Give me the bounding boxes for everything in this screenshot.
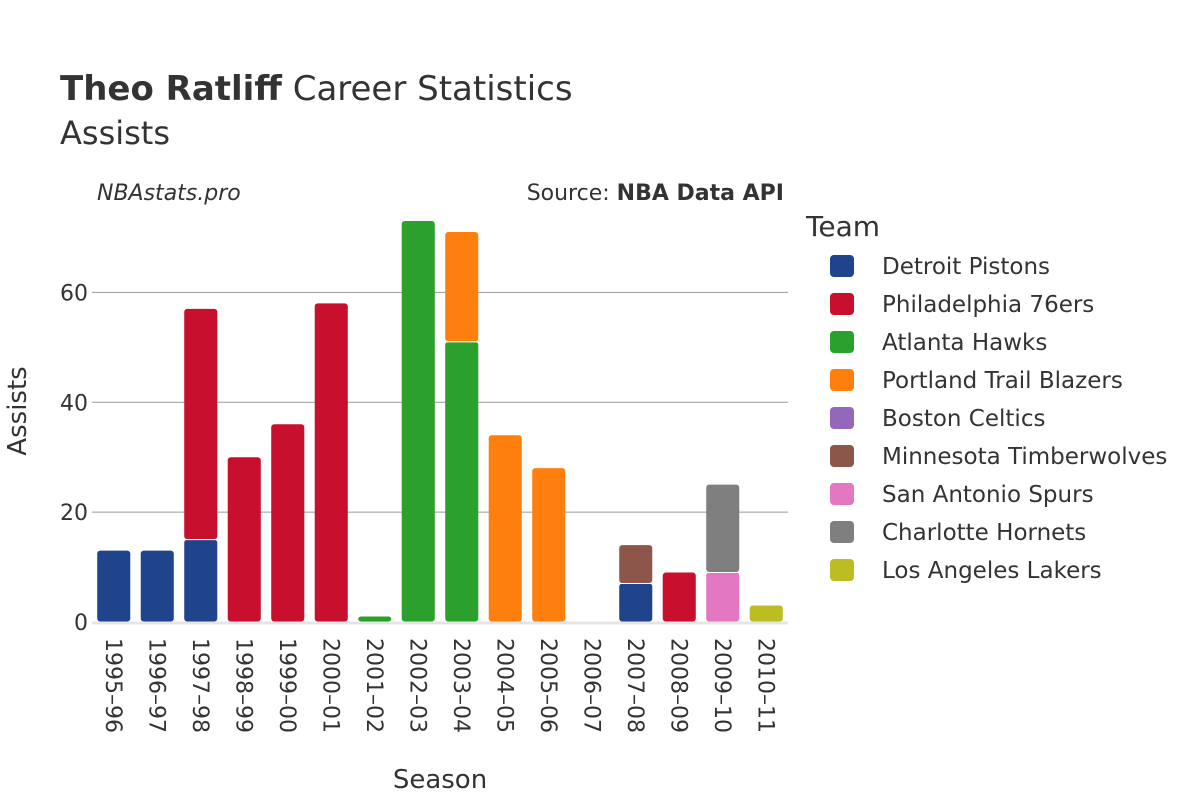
bar-segment (706, 572, 740, 622)
chart-title: Theo Ratliff Career Statistics (60, 69, 573, 109)
bar-segment (401, 220, 435, 622)
chart-title-rest: Career Statistics (282, 69, 573, 109)
legend-swatch (830, 293, 854, 315)
legend-label: San Antonio Spurs (882, 482, 1094, 508)
bar-segment (445, 231, 479, 342)
legend-swatch (830, 331, 854, 353)
bar-segment (662, 572, 696, 622)
bar-segment (706, 484, 740, 573)
y-tick-label: 60 (60, 281, 88, 306)
x-tick-label: 1996–97 (143, 638, 168, 733)
y-axis-ticks: 0 20 40 60 (60, 281, 88, 636)
bar-segment (532, 468, 566, 622)
legend-label: Portland Trail Blazers (882, 368, 1123, 394)
legend-label: Minnesota Timberwolves (882, 444, 1167, 470)
bar-segment (619, 583, 653, 622)
bar-segment (488, 435, 522, 622)
legend-label: Philadelphia 76ers (882, 292, 1094, 318)
x-tick-label: 2008–09 (665, 638, 690, 733)
x-tick-label: 2010–11 (752, 638, 777, 733)
legend: Detroit Pistons Philadelphia 76ers Atlanta… (830, 254, 1167, 584)
legend-swatch (830, 559, 854, 581)
x-tick-label: 2006–07 (578, 638, 603, 733)
x-axis-ticks: 1995–96 1996–97 1997–98 1998–99 1999–00 2000–… (100, 638, 778, 733)
legend-label: Los Angeles Lakers (882, 558, 1102, 584)
x-tick-label: 1997–98 (187, 638, 212, 733)
source-prefix: Source: (527, 181, 617, 206)
x-tick-label: 2000–01 (317, 638, 342, 733)
legend-swatch (830, 407, 854, 429)
watermark: NBAstats.pro (97, 181, 241, 206)
y-tick-label: 20 (60, 501, 88, 526)
legend-label: Detroit Pistons (882, 254, 1050, 280)
x-axis-title: Season (393, 765, 487, 795)
legend-swatch (830, 483, 854, 505)
x-tick-label: 2007–08 (622, 638, 647, 733)
x-tick-label: 2004–05 (491, 638, 516, 733)
x-tick-label: 2001–02 (361, 638, 386, 733)
bar-segment (271, 424, 305, 622)
legend-swatch (830, 255, 854, 277)
bar-segment (749, 605, 783, 622)
chart-title-player: Theo Ratliff (60, 69, 282, 109)
bar-segment (227, 457, 261, 622)
x-tick-label: 2002–03 (404, 638, 429, 733)
legend-swatch (830, 445, 854, 467)
source-name: NBA Data API (617, 181, 784, 206)
source-note: Source: NBA Data API (527, 181, 784, 206)
legend-label: Boston Celtics (882, 406, 1045, 432)
x-tick-label: 1995–96 (100, 638, 125, 733)
bar-segment (184, 539, 218, 622)
legend-swatch (830, 521, 854, 543)
legend-title: Team (805, 210, 880, 243)
chart-subtitle: Assists (60, 114, 170, 152)
x-tick-label: 2005–06 (535, 638, 560, 733)
legend-swatch (830, 369, 854, 391)
bar-segment (97, 550, 131, 622)
bar-segment (140, 550, 174, 622)
legend-label: Charlotte Hornets (882, 520, 1086, 546)
y-axis-title: Assists (3, 366, 33, 455)
x-tick-label: 1998–99 (230, 638, 255, 733)
bar-segment (445, 341, 479, 622)
x-tick-label: 2009–10 (709, 638, 734, 733)
y-tick-label: 40 (60, 391, 88, 416)
bar-segment (314, 303, 348, 622)
bar-segment (184, 308, 218, 540)
x-tick-label: 2003–04 (448, 638, 473, 733)
bar-segment (358, 616, 392, 622)
bar-segment (619, 545, 653, 584)
legend-label: Atlanta Hawks (882, 330, 1047, 356)
y-tick-label: 0 (74, 611, 88, 636)
x-tick-label: 1999–00 (274, 638, 299, 733)
bars (97, 220, 783, 622)
